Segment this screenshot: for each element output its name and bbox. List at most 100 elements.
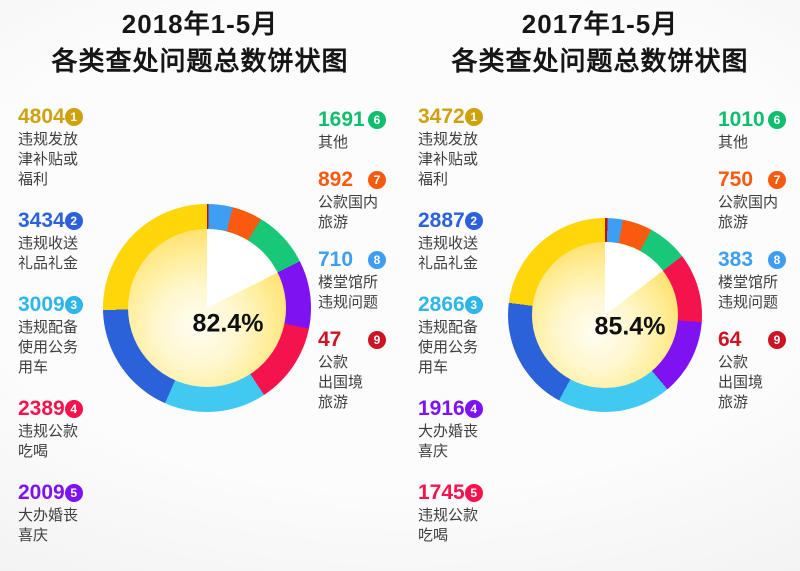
legend-label: 公款 出国境 旅游 [718,353,800,413]
legend-rank-badge: 3 [464,296,483,314]
legend-label-line: 违规问题 [318,294,379,311]
legend-label-line: 旅游 [718,214,749,231]
legend-item-head: 3009 3 [18,292,104,318]
legend-item: 2866 3 违规配备 使用公务 用车 [418,292,504,378]
legend-item-head: 47 9 [318,327,404,353]
legend-value: 383 [718,248,754,271]
legend-item-head: 1916 4 [418,396,504,422]
donut-pie-chart: 82.4% [103,204,311,412]
legend-label-line: 公款国内 [718,194,779,211]
legend-label-line: 违规配备 [418,319,479,336]
legend-item: 2389 4 违规公款 吃喝 [18,396,104,462]
legend-rank-badge: 9 [368,331,386,349]
legend-item-head: 892 7 [318,167,404,193]
pie-chart-panel-2017: 2017年1-5月 各类查处问题总数饼状图 3472 1 违规发放 津补贴或 福利 … [400,0,800,571]
legend-label-line: 喜庆 [18,527,49,544]
legend-item: 3009 3 违规配备 使用公务 用车 [18,292,104,378]
legend-value: 2866 [418,293,465,316]
legend-label-line: 礼品礼金 [18,255,79,272]
legend-label-line: 违规发放 [18,131,79,148]
legend-label-line: 出国境 [318,374,364,391]
legend-label: 违规收送 礼品礼金 [18,234,104,274]
legend-rank-badge: 7 [368,171,386,189]
legend-rank-badge: 1 [64,108,83,126]
legend-rank-badge: 7 [768,171,786,189]
chart-title-line2: 各类查处问题总数饼状图 [51,46,349,76]
legend-value: 64 [718,328,742,351]
legend-item-head: 750 7 [718,167,800,193]
legend-rank-badge: 8 [768,251,786,269]
legend-label-line: 其他 [318,134,349,151]
pie-center-percentage: 82.4% [192,309,264,338]
legend-item-head: 1691 6 [318,107,404,133]
legend-label-line: 喜庆 [418,443,449,460]
legend-item: 383 8 楼堂馆所违规问题 [718,247,800,313]
legend-item: 750 7 公款国内旅游 [718,167,800,233]
legend-item: 1010 6 其他 [718,107,800,153]
legend-label-line: 公款国内 [318,194,379,211]
pie-inner-disc [532,242,678,388]
legend-value: 1691 [318,108,365,131]
legend-item: 2887 2 违规收送 礼品礼金 [418,208,504,274]
legend-label-line: 吃喝 [18,443,49,460]
legend-label-line: 出国境 [718,374,764,391]
legend-value: 1745 [418,481,465,504]
legend-label-line: 违规收送 [418,235,479,252]
legend-label-line: 津补贴或 [18,151,79,168]
legend-label-line: 楼堂馆所 [318,274,379,291]
donut-pie-chart: 85.4% [508,218,702,412]
legend-value: 47 [318,328,342,351]
legend-label-line: 违规问题 [718,294,779,311]
legend-label-line: 使用公务 [418,339,479,356]
legend-item-head: 64 9 [718,327,800,353]
legend-rank-badge: 8 [368,251,386,269]
chart-title: 2017年1-5月 各类查处问题总数饼状图 [400,6,800,80]
legend-value: 4804 [18,105,65,128]
legend-item-head: 3472 1 [418,104,504,130]
legend-label: 楼堂馆所 违规问题 [318,273,404,313]
chart-title-line1: 2017年1-5月 [521,9,679,39]
legend-label-line: 楼堂馆所 [718,274,779,291]
legend-rank-badge: 5 [64,484,83,502]
legend-label: 违规配备 使用公务 用车 [418,318,504,378]
legend-rank-badge: 2 [64,212,83,230]
legend-item-head: 1745 5 [418,480,504,506]
legend-value: 750 [718,168,754,191]
legend-label-line: 违规公款 [18,423,79,440]
legend-value: 2389 [18,397,65,420]
legend-label-line: 大办婚丧 [418,423,479,440]
legend-rank-badge: 3 [64,296,83,314]
legend-item: 64 9 公款 出国境 旅游 [718,327,800,413]
legend-rank-badge: 1 [464,108,483,126]
legend-item: 3434 2 违规收送 礼品礼金 [18,208,104,274]
legend-label-line: 旅游 [318,214,349,231]
legend-label: 违规公款 吃喝 [18,422,104,462]
legend-label-line: 公款 [318,354,349,371]
legend-rank-badge: 9 [768,331,786,349]
legend-column-right: 1691 6 其他 892 7 公款国内 旅游 710 8 楼堂馆所 违规问题 47… [318,107,404,427]
legend-label: 其他 [718,133,800,153]
pie-chart-panel-2018: 2018年1-5月 各类查处问题总数饼状图 4804 1 违规发放 津补贴或 福利 … [0,6,400,546]
legend-label: 违规发放 津补贴或 福利 [18,130,104,190]
legend-label: 违规发放 津补贴或 福利 [418,130,504,190]
legend-label-line: 旅游 [718,394,749,411]
legend-label-line: 使用公务 [18,339,79,356]
legend-label: 公款 出国境 旅游 [318,353,404,413]
legend-item: 2009 5 大办婚丧 喜庆 [18,480,104,546]
chart-title: 2018年1-5月 各类查处问题总数饼状图 [0,6,400,80]
chart-title-line1: 2018年1-5月 [121,9,279,39]
legend-item-head: 2866 3 [418,292,504,318]
legend-rank-badge: 5 [464,484,483,502]
legend-label-line: 津补贴或 [418,151,479,168]
legend-value: 3472 [418,105,465,128]
legend-label: 违规收送 礼品礼金 [418,234,504,274]
legend-column-right: 1010 6 其他 750 7 公款国内旅游 383 8 楼堂馆所违规问题 64… [718,107,800,427]
legend-item: 4804 1 违规发放 津补贴或 福利 [18,104,104,190]
legend-rank-badge: 6 [368,111,386,129]
legend-item: 47 9 公款 出国境 旅游 [318,327,404,413]
legend-label-line: 其他 [718,134,749,151]
legend-label-line: 违规公款 [418,507,479,524]
legend-item-head: 4804 1 [18,104,104,130]
legend-label: 公款国内 旅游 [718,193,800,233]
